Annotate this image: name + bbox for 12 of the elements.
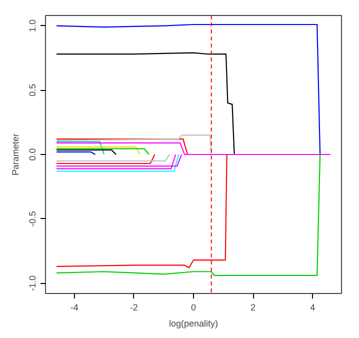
y-axis-title: Parameter <box>10 133 20 176</box>
x-tick-label: 0 <box>190 302 196 312</box>
x-tick-label: 4 <box>310 302 316 312</box>
x-tick-label: -4 <box>70 302 78 312</box>
y-tick-label: 0.5 <box>28 84 38 96</box>
x-tick-label: -2 <box>130 302 138 312</box>
y-tick-label: -1.0 <box>28 275 38 291</box>
y-tick-label: 0.0 <box>28 148 38 161</box>
x-tick-label: 2 <box>250 302 256 312</box>
y-tick-label: -0.5 <box>28 211 38 227</box>
y-tick-label: 1.0 <box>28 20 38 32</box>
x-axis-title: log(penality) <box>168 318 218 328</box>
